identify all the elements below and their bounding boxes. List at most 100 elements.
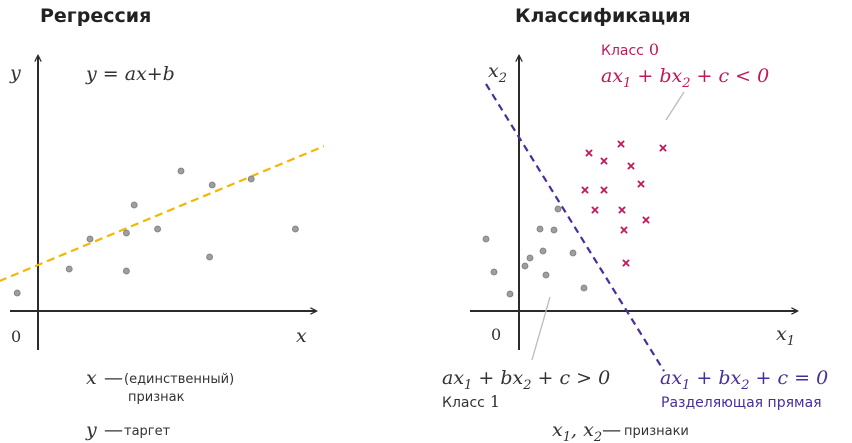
class1-data-point [506, 290, 514, 298]
ineq1-c: + c [532, 367, 571, 389]
regression-marks [0, 145, 325, 297]
legend-x-text-line2: признак [128, 390, 185, 405]
legend-x-dash: — [104, 367, 123, 389]
ineq0-s2: 2 [681, 76, 690, 91]
ineq1-a: ax [442, 367, 464, 389]
ineq0-s1: 1 [623, 76, 631, 91]
regression-data-point [247, 175, 255, 183]
legend-x-text-line1: (единственный) [124, 372, 234, 387]
regression-plot [10, 56, 316, 350]
class0-label: Класс 0 [601, 40, 659, 59]
bnd-b: + bx [690, 367, 741, 389]
ineq0-rel: < 0 [729, 65, 769, 87]
regression-data-point [65, 265, 73, 273]
regression-data-point [13, 289, 21, 297]
features-note-text: признаки [624, 424, 689, 439]
class0-data-point [622, 259, 630, 267]
class0-inequality: ax1 + bx2 + c < 0 [601, 65, 769, 91]
class0-data-point [617, 140, 625, 148]
regression-equation-lhs: y [85, 63, 97, 85]
ineq0-a: ax [601, 65, 623, 87]
ineq1-s1: 1 [464, 378, 472, 393]
class1-data-point [569, 249, 577, 257]
y-axis-label-sub: 2 [498, 71, 507, 86]
class1-data-point [539, 247, 547, 255]
classification-title: Классификация [515, 5, 691, 27]
boundary-caption: Разделяющая прямая [661, 395, 822, 411]
class1-data-point [521, 262, 529, 270]
feat-v2: x [583, 419, 594, 441]
ineq1-s2: 2 [522, 378, 531, 393]
bnd-a: ax [660, 367, 682, 389]
decision-boundary-line [485, 83, 665, 372]
regression-data-point [206, 253, 214, 261]
classification-plot [470, 56, 797, 350]
regression-trend-line [0, 145, 325, 282]
feat-dash: — [602, 419, 621, 441]
regression-data-point [130, 201, 138, 209]
class1-data-point [490, 268, 498, 276]
regression-y-axis-label: y [9, 62, 21, 84]
regression-equation: y = ax+b [85, 63, 175, 85]
regression-data-point [123, 229, 130, 237]
regression-data-point [177, 167, 185, 175]
class1-data-point [580, 284, 588, 292]
bnd-c: + c [750, 367, 789, 389]
class0-data-point [591, 206, 599, 214]
regression-origin-label: 0 [11, 327, 21, 346]
regression-data-point [154, 225, 162, 233]
class1-data-point [526, 254, 534, 262]
ineq0-c: + c [691, 65, 730, 87]
class0-data-point [600, 186, 608, 194]
class1-label: Класс 1 [442, 392, 500, 411]
regression-x-axis-label: x [296, 325, 307, 347]
legend-y-variable: y [85, 419, 97, 441]
class0-data-point [659, 144, 667, 152]
feat-s2: 2 [593, 430, 602, 443]
features-note: x1, x2— [552, 419, 621, 443]
class1-label-number: 1 [490, 392, 500, 411]
ineq1-b: + bx [472, 367, 523, 389]
class1-label-word: Класс [442, 395, 485, 411]
classification-origin-label: 0 [491, 325, 501, 344]
class0-data-point [600, 157, 608, 165]
classification-x-axis-label: x1 [776, 323, 795, 349]
ineq0-b: + bx [631, 65, 682, 87]
x-axis-label-base: x [776, 323, 787, 345]
class1-data-point [536, 225, 544, 233]
legend-y-dash: — [104, 419, 123, 441]
feat-comma: , [571, 419, 583, 441]
feat-v1: x [552, 419, 563, 441]
class0-data-point [620, 226, 628, 234]
class1-inequality: ax1 + bx2 + c > 0 [442, 367, 610, 393]
class1-data-point [550, 226, 558, 234]
regression-data-point [208, 181, 216, 189]
regression-title: Регрессия [40, 5, 151, 27]
class0-pointer [665, 91, 685, 121]
classification-marks [482, 83, 667, 372]
class0-data-point [627, 162, 635, 170]
class0-label-word: Класс [601, 43, 644, 59]
feat-s1: 1 [563, 430, 571, 443]
class1-data-point [554, 205, 562, 213]
class0-data-point [581, 186, 589, 194]
class1-pointer [531, 296, 551, 361]
regression-data-point [291, 225, 299, 233]
regression-data-point [86, 235, 94, 243]
bnd-s1: 1 [682, 378, 690, 393]
y-axis-label-base: x [488, 60, 499, 82]
regression-equation-rhs: = ax+b [103, 63, 175, 85]
class1-data-point [482, 235, 490, 243]
class0-data-point [642, 216, 650, 224]
legend-y-text: таргет [124, 424, 171, 439]
ineq1-rel: > 0 [570, 367, 610, 389]
class0-data-point [618, 206, 626, 214]
legend-x-variable: x [86, 367, 97, 389]
bnd-rel: = 0 [788, 367, 828, 389]
x-axis-label-sub: 1 [787, 334, 795, 349]
bnd-s2: 2 [740, 378, 749, 393]
class1-data-point [542, 271, 550, 279]
boundary-equation: ax1 + bx2 + c = 0 [660, 367, 828, 393]
classification-y-axis-label: x2 [488, 60, 507, 86]
